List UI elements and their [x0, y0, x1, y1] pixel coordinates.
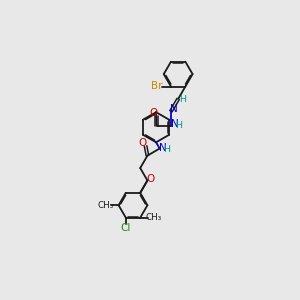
- Text: N: N: [159, 142, 167, 153]
- Text: H: H: [175, 122, 182, 130]
- Text: CH₃: CH₃: [145, 213, 161, 222]
- Text: N: N: [170, 104, 178, 115]
- Text: N: N: [171, 119, 178, 129]
- Text: O: O: [138, 138, 146, 148]
- Text: H: H: [164, 145, 170, 154]
- Text: O: O: [149, 108, 158, 118]
- Text: CH₃: CH₃: [98, 201, 114, 210]
- Text: O: O: [147, 174, 155, 184]
- Text: H: H: [179, 95, 186, 104]
- Text: Cl: Cl: [121, 223, 131, 233]
- Text: Br: Br: [152, 81, 163, 91]
